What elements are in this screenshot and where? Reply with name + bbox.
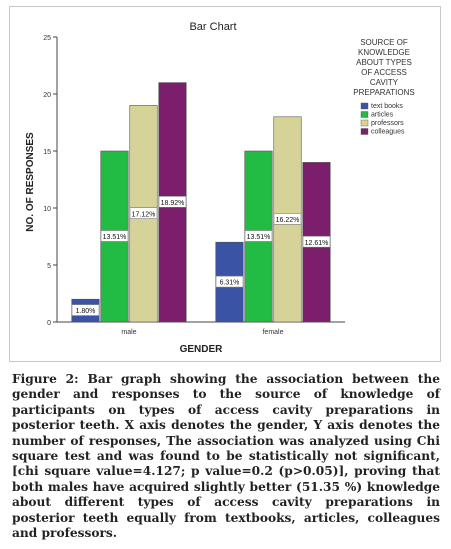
legend-title-line: SOURCE OF xyxy=(360,38,408,47)
y-tick-label: 0 xyxy=(47,320,51,327)
data-label-box xyxy=(215,275,244,288)
data-label: 6.31% xyxy=(220,280,240,287)
legend-title-line: PREPARATIONS xyxy=(353,88,415,97)
y-tick-label: 25 xyxy=(43,35,51,42)
data-label-box xyxy=(158,196,187,208)
legend-swatch xyxy=(360,119,369,127)
legend-swatch xyxy=(360,128,369,135)
data-label: 12.61% xyxy=(305,240,329,247)
data-label: 18.92% xyxy=(161,200,185,207)
data-label: 17.12% xyxy=(132,211,156,218)
legend-title-line: ABOUT TYPES xyxy=(356,58,412,67)
y-axis-label: NO. OF RESPONSES xyxy=(25,132,36,232)
bar-chart: Bar Chart NO. OF RESPONSES GENDER 0 5 10 15… xyxy=(25,21,415,355)
legend-title-line: CAVITY xyxy=(370,78,399,87)
data-label-box xyxy=(100,230,129,242)
figure-caption: Figure 2: Bar graph showing the associat… xyxy=(12,372,440,541)
legend-swatch xyxy=(360,102,369,110)
data-label-box xyxy=(273,213,302,225)
data-label: 16.22% xyxy=(276,217,300,224)
data-label-box xyxy=(244,230,273,242)
y-tick-label: 5 xyxy=(47,263,51,270)
y-tick-label: 10 xyxy=(43,206,51,213)
chart-title: Bar Chart xyxy=(189,21,236,33)
x-axis-label: GENDER xyxy=(180,344,224,355)
data-label: 13.51% xyxy=(247,234,271,241)
data-label-box xyxy=(302,235,331,248)
data-label-box xyxy=(71,304,100,316)
x-tick-label: male xyxy=(121,329,136,336)
data-label: 1.80% xyxy=(76,308,96,315)
legend-label: colleagues xyxy=(371,129,405,136)
legend-swatch xyxy=(360,111,369,118)
data-label: 13.51% xyxy=(103,234,127,241)
legend-title-line: OF ACCESS xyxy=(361,68,407,77)
y-tick-label: 20 xyxy=(43,92,51,99)
legend-title-line: KNOWLEDGE xyxy=(358,48,410,57)
bars: 1.80% 13.51% 17.12% 18.92% 6.31% 13.51% 16.22%… xyxy=(71,82,331,323)
legend-label: articles xyxy=(371,112,394,119)
legend-label: text books xyxy=(371,103,403,110)
y-tick-label: 15 xyxy=(43,149,51,156)
legend-label: professors xyxy=(371,120,404,127)
data-label-box xyxy=(129,207,158,219)
x-tick-label: female xyxy=(262,329,283,336)
